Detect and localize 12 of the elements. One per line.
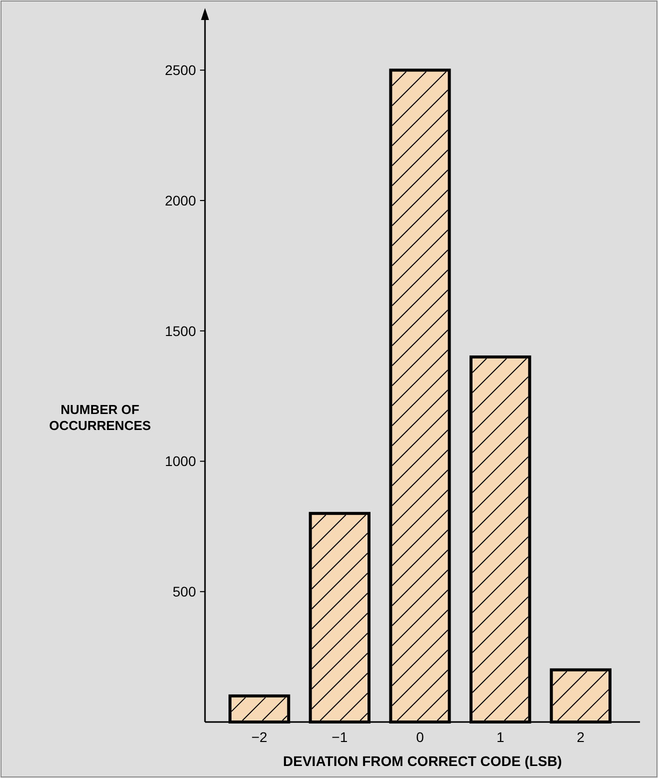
x-tick-label: −2 <box>251 729 268 745</box>
y-tick-label: 2500 <box>164 62 196 78</box>
x-tick-label: 2 <box>576 729 585 745</box>
y-tick-label: 2000 <box>164 192 196 208</box>
x-axis-title: DEVIATION FROM CORRECT CODE (LSB) <box>283 753 562 769</box>
x-tick-label: −1 <box>332 729 348 745</box>
y-axis-title: NUMBER OF OCCURRENCES <box>49 402 152 433</box>
y-tick-label: 500 <box>172 584 196 600</box>
y-tick-label: 1500 <box>164 322 196 339</box>
x-tick-label: 1 <box>496 729 504 745</box>
y-tick-label: 1000 <box>164 453 196 470</box>
x-tick-label: 0 <box>416 729 424 745</box>
